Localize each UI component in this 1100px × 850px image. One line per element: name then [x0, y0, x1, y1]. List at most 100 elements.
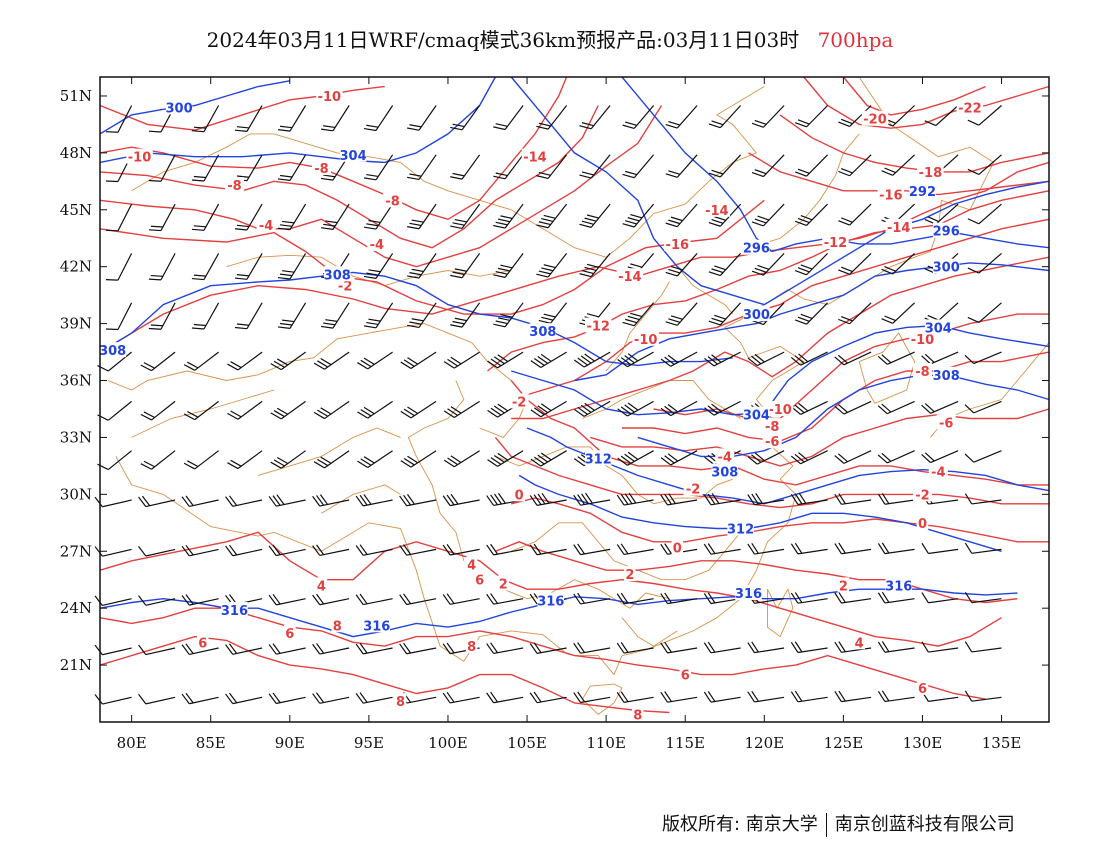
height-label: 300: [166, 101, 193, 116]
wind-barb: [834, 690, 872, 703]
temperature-label: 8: [396, 695, 405, 710]
height-label-bg: [324, 266, 351, 282]
wind-barb: [493, 154, 524, 180]
wind-barb: [407, 105, 437, 131]
temperature-label-bg: [331, 617, 343, 633]
temperature-label-bg: [383, 192, 403, 208]
wind-barb: [708, 252, 742, 277]
temperature-label: -10: [768, 403, 792, 418]
wind-barb: [277, 302, 307, 330]
wind-barb: [355, 494, 393, 507]
temperature-label: 8: [633, 708, 642, 723]
temperature-label: -10: [634, 333, 658, 348]
wind-barb: [622, 154, 655, 179]
wind-barb: [794, 154, 829, 177]
wind-barb: [573, 691, 611, 704]
wind-barb: [877, 591, 915, 604]
lat-tick-label: 21N: [60, 656, 92, 674]
boundary-line: [621, 617, 678, 647]
wind-barb: [313, 450, 350, 469]
temperature-contour: [590, 408, 1050, 467]
boundary-line: [131, 86, 765, 258]
wind-barb: [234, 302, 263, 330]
wind-barb: [790, 690, 828, 703]
height-label: 300: [743, 308, 770, 323]
wind-barb: [191, 302, 220, 330]
wind-barb: [355, 692, 393, 704]
temperature-label-bg: [664, 235, 691, 251]
temperature-label: -12: [586, 320, 610, 335]
wind-barb: [313, 351, 350, 370]
wind-barb: [148, 253, 176, 281]
wind-barb: [312, 643, 350, 655]
temperature-contour: [99, 199, 765, 315]
footer-divider: [825, 813, 827, 837]
height-label: 292: [909, 185, 936, 200]
wind-barb: [616, 691, 654, 703]
wind-barb: [964, 641, 1002, 653]
wind-barb: [834, 400, 872, 415]
temperature-label-bg: [912, 363, 932, 379]
height-label-bg: [165, 99, 193, 115]
wind-barb: [181, 594, 219, 606]
wind-barb: [617, 351, 654, 368]
boundary-line: [605, 281, 670, 372]
wind-barb: [751, 105, 785, 128]
wind-barb: [442, 593, 480, 605]
temperature-label: -8: [227, 179, 241, 194]
wind-barb: [838, 252, 872, 275]
wind-barb: [967, 302, 1002, 324]
lat-tick-label: 39N: [60, 315, 92, 333]
wind-barb: [486, 543, 524, 556]
temperature-label: 4: [317, 579, 326, 594]
wind-barb: [964, 592, 1002, 604]
wind-barb: [794, 252, 829, 276]
wind-barb: [838, 203, 872, 226]
temperature-label-bg: [936, 414, 956, 430]
wind-barb: [268, 593, 306, 606]
temperature-label-bg: [367, 235, 387, 251]
temperature-label-bg: [928, 463, 948, 479]
height-label-bg: [727, 520, 754, 536]
height-label-bg: [735, 585, 762, 600]
wind-barb: [268, 692, 306, 705]
wind-barb: [967, 252, 1002, 274]
wind-barb: [443, 400, 480, 418]
wind-barb: [967, 105, 1002, 126]
wind-barb: [183, 351, 219, 371]
wind-barb: [964, 351, 1002, 365]
wind-barb: [660, 691, 698, 703]
wind-barb: [450, 154, 481, 180]
wind-barb: [450, 203, 481, 230]
wind-barb: [313, 400, 350, 420]
height-contour: [99, 271, 733, 367]
wind-barb: [704, 400, 741, 416]
wind-barb: [138, 495, 176, 508]
temperature-contour: [99, 105, 663, 268]
wind-barb: [277, 203, 307, 231]
boundary-line: [321, 484, 401, 514]
wind-barb: [97, 450, 132, 471]
wind-barb: [277, 105, 307, 132]
boundary-lines-layer: [107, 76, 1050, 715]
wind-barb: [140, 351, 176, 372]
temperature-label: 6: [198, 636, 207, 651]
boundary-line: [407, 380, 465, 561]
height-label: 312: [727, 523, 754, 538]
wind-barb: [921, 400, 959, 414]
wind-barb: [794, 105, 829, 128]
boundary-line: [131, 389, 275, 438]
temperature-contour: [99, 85, 385, 131]
wind-barb: [665, 253, 698, 277]
temperature-label-bg: [822, 234, 849, 250]
wind-barb: [355, 544, 393, 556]
wind-barb: [708, 154, 742, 178]
wind-barb: [616, 592, 654, 605]
temperature-label: -4: [259, 219, 273, 234]
temperature-label: 4: [467, 559, 476, 574]
wind-barb: [579, 203, 611, 228]
temperature-label-bg: [837, 577, 850, 593]
temperature-label-bg: [762, 418, 782, 434]
temperature-label: -8: [765, 420, 779, 435]
